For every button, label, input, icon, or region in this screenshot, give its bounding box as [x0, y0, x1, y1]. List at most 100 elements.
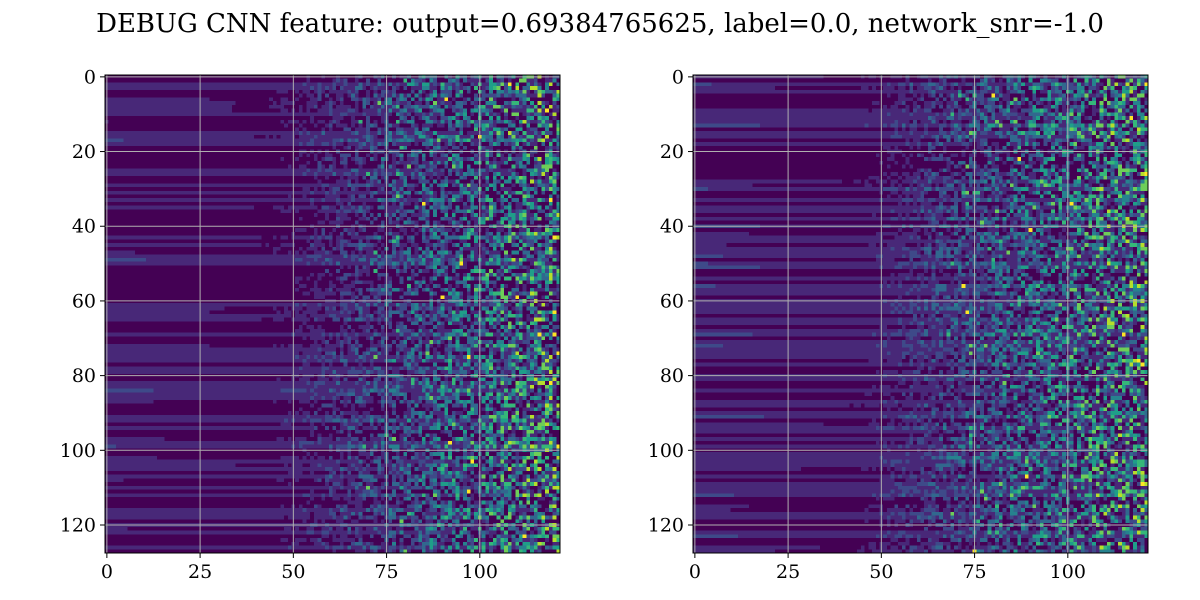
heatmap-cell — [381, 112, 385, 116]
heatmap-cell — [295, 105, 299, 109]
heatmap-cell — [470, 146, 474, 150]
heatmap-cell — [146, 127, 150, 131]
heatmap-cell — [504, 168, 508, 172]
heatmap-cell — [459, 135, 463, 139]
heatmap-cell — [400, 138, 404, 142]
heatmap-cell — [329, 161, 333, 165]
heatmap-cell — [112, 161, 116, 165]
heatmap-cell — [153, 97, 157, 101]
heatmap-cell — [318, 116, 322, 120]
heatmap-cell — [467, 109, 471, 113]
heatmap-cell — [321, 94, 325, 98]
heatmap-cell — [165, 168, 169, 172]
heatmap-cell — [504, 116, 508, 120]
heatmap-cell — [504, 120, 508, 124]
heatmap-cell — [359, 94, 363, 98]
heatmap-cell — [321, 135, 325, 139]
heatmap-cell — [228, 146, 232, 150]
heatmap-cell — [512, 97, 516, 101]
heatmap-cell — [116, 105, 120, 109]
heatmap-cell — [116, 127, 120, 131]
heatmap-cell — [359, 157, 363, 161]
heatmap-cell — [213, 153, 217, 157]
heatmap-cell — [474, 131, 478, 135]
heatmap-cell — [239, 116, 243, 120]
heatmap-cell — [448, 124, 452, 128]
heatmap-cell — [195, 172, 199, 176]
heatmap-cell — [459, 142, 463, 146]
heatmap-cell — [344, 127, 348, 131]
heatmap-cell — [355, 165, 359, 169]
heatmap-cell — [336, 146, 340, 150]
heatmap-cell — [429, 146, 433, 150]
heatmap-cell — [183, 135, 187, 139]
heatmap-cell — [448, 105, 452, 109]
heatmap-cell — [381, 135, 385, 139]
heatmap-cell — [139, 172, 143, 176]
heatmap-cell — [530, 146, 534, 150]
heatmap-cell — [534, 120, 538, 124]
heatmap-cell — [437, 131, 441, 135]
heatmap-cell — [250, 153, 254, 157]
heatmap-cell — [388, 109, 392, 113]
heatmap-cell — [388, 131, 392, 135]
heatmap-cell — [176, 153, 180, 157]
heatmap-cell — [180, 109, 184, 113]
heatmap-cell — [340, 112, 344, 116]
heatmap-cell — [273, 135, 277, 139]
heatmap-cell — [340, 142, 344, 146]
heatmap-cell — [120, 161, 124, 165]
heatmap-cell — [120, 112, 124, 116]
heatmap-cell — [553, 157, 557, 161]
heatmap-cell — [127, 138, 131, 142]
heatmap-cell — [526, 82, 530, 86]
heatmap-cell — [530, 116, 534, 120]
heatmap-cell — [485, 127, 489, 131]
heatmap-cell — [258, 153, 262, 157]
heatmap-cell — [195, 146, 199, 150]
heatmap-cell — [284, 146, 288, 150]
heatmap-cell — [538, 116, 542, 120]
heatmap-cell — [209, 82, 213, 86]
heatmap-cell — [280, 120, 284, 124]
heatmap-cell — [403, 109, 407, 113]
heatmap-cell — [474, 90, 478, 94]
heatmap-cell — [131, 105, 135, 109]
heatmap-cell — [411, 109, 415, 113]
heatmap-cell — [127, 135, 131, 139]
heatmap-cell — [400, 86, 404, 90]
heatmap-cell — [187, 172, 191, 176]
heatmap-cell — [168, 168, 172, 172]
heatmap-cell — [284, 86, 288, 90]
heatmap-cell — [374, 116, 378, 120]
heatmap-cell — [403, 131, 407, 135]
heatmap-cell — [142, 105, 146, 109]
heatmap-cell — [482, 101, 486, 105]
heatmap-cell — [258, 131, 262, 135]
heatmap-cell — [232, 131, 236, 135]
heatmap-cell — [456, 124, 460, 128]
heatmap-cell — [519, 109, 523, 113]
heatmap-cell — [355, 86, 359, 90]
heatmap-cell — [512, 109, 516, 113]
heatmap-cell — [325, 153, 329, 157]
heatmap-cell — [183, 105, 187, 109]
heatmap-cell — [299, 168, 303, 172]
heatmap-cell — [515, 138, 519, 142]
heatmap-cell — [172, 82, 176, 86]
heatmap-cell — [131, 138, 135, 142]
heatmap-cell — [452, 90, 456, 94]
heatmap-cell — [377, 168, 381, 172]
heatmap-cell — [407, 131, 411, 135]
heatmap-cell — [168, 153, 172, 157]
heatmap-cell — [448, 157, 452, 161]
heatmap-cell — [336, 120, 340, 124]
heatmap-cell — [500, 109, 504, 113]
heatmap-cell — [422, 138, 426, 142]
heatmap-cell — [135, 153, 139, 157]
heatmap-cell — [273, 172, 277, 176]
heatmap-cell — [321, 153, 325, 157]
heatmap-cell — [530, 131, 534, 135]
heatmap-cell — [456, 97, 460, 101]
heatmap-cell — [135, 90, 139, 94]
